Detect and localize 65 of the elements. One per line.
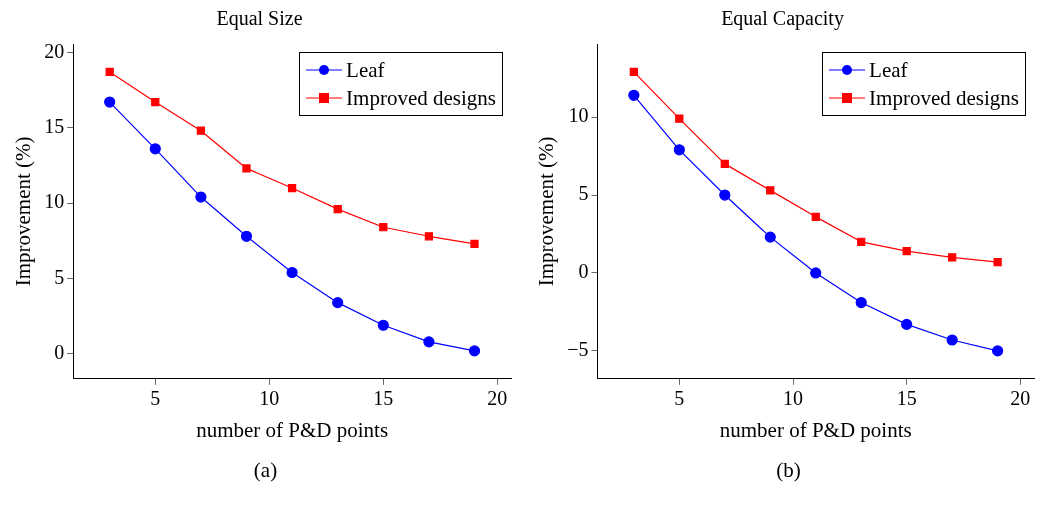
point <box>764 231 776 243</box>
point <box>470 239 479 248</box>
point <box>628 89 640 101</box>
y-tick-label: 0 <box>578 260 589 283</box>
point <box>992 345 1004 357</box>
legend-label: Leaf <box>869 57 908 84</box>
x-tick-label: 15 <box>373 387 394 410</box>
y-tick-label: −5 <box>567 338 589 361</box>
y-tick-label: 20 <box>44 39 65 62</box>
x-tick-label: 5 <box>674 387 685 410</box>
point <box>286 266 298 279</box>
y-tick-label: 10 <box>568 104 589 127</box>
legend-label: Improved designs <box>346 85 496 112</box>
legend-label: Improved designs <box>869 85 1019 112</box>
point <box>811 212 820 221</box>
point <box>948 253 957 262</box>
x-tick-label: 20 <box>487 387 508 410</box>
y-axis-title: Improvement (%) <box>534 136 559 287</box>
y-tick-label: 10 <box>44 190 65 213</box>
point <box>946 334 958 346</box>
chart-title: Equal Size <box>216 7 303 31</box>
legend-label: Leaf <box>346 57 385 84</box>
point <box>104 96 116 108</box>
y-tick-label: 0 <box>54 341 65 364</box>
x-axis-title: number of P&D points <box>719 417 912 442</box>
point <box>902 247 911 256</box>
point <box>105 67 114 77</box>
point <box>857 237 866 246</box>
x-tick-label: 10 <box>259 387 280 410</box>
point <box>810 267 822 279</box>
point <box>901 318 913 330</box>
text: (b) <box>776 458 801 483</box>
point <box>379 223 388 232</box>
point <box>766 186 775 195</box>
point <box>423 336 435 348</box>
point <box>196 126 206 135</box>
point <box>855 296 867 309</box>
x-tick-label: 10 <box>783 387 803 410</box>
x-tick-label: 5 <box>150 387 161 410</box>
point <box>377 319 389 331</box>
point <box>242 164 251 173</box>
point <box>151 97 160 107</box>
y-axis-title: Improvement (%) <box>11 136 36 287</box>
point <box>332 297 344 309</box>
point <box>675 114 684 123</box>
point <box>424 232 434 241</box>
point <box>195 191 207 203</box>
point <box>993 257 1002 267</box>
point <box>629 67 638 77</box>
point <box>673 144 685 156</box>
point <box>720 159 729 168</box>
point <box>240 230 253 242</box>
x-tick-label: 15 <box>896 387 917 410</box>
point <box>468 345 481 357</box>
x-axis-title: number of P&D points <box>196 417 389 442</box>
point <box>149 143 161 155</box>
chart-title: Equal Capacity <box>721 7 844 31</box>
text: (a) <box>253 458 278 483</box>
point <box>287 183 297 193</box>
y-tick-label: 5 <box>54 265 65 288</box>
y-tick-label: 15 <box>44 114 65 137</box>
point <box>333 205 342 214</box>
y-tick-label: 5 <box>578 182 589 205</box>
x-tick-label: 20 <box>1010 387 1031 410</box>
point <box>719 189 731 201</box>
